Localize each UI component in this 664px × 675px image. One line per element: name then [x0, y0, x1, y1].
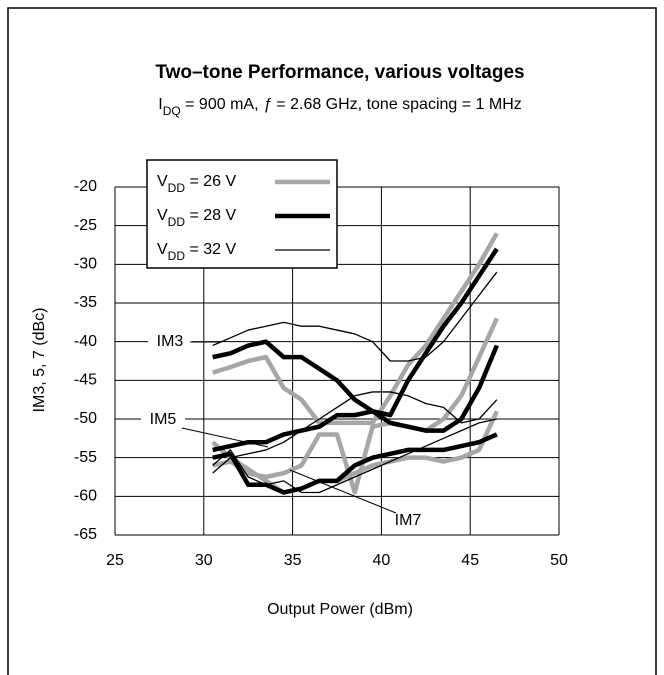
- x-tick-label: 45: [461, 552, 479, 569]
- x-tick-label: 25: [106, 552, 124, 569]
- series-line: [212, 247, 499, 418]
- x-axis-label: Output Power (dBm): [267, 601, 413, 618]
- x-tick-label: 30: [195, 552, 213, 569]
- y-tick-label: -65: [74, 526, 97, 543]
- legend-label-part: DD: [168, 249, 186, 263]
- annotation-bg: [141, 410, 185, 430]
- legend-label-part: DD: [168, 215, 186, 229]
- series-line: [211, 410, 499, 495]
- x-tick-label: 50: [550, 552, 568, 569]
- annotation-leader: [289, 469, 397, 514]
- legend-label-part: V: [157, 173, 168, 190]
- subtitle-part: I: [158, 96, 162, 113]
- y-tick-label: -45: [74, 372, 97, 389]
- chart-title: Two–tone Performance, various voltages: [155, 62, 524, 83]
- chart-subtitle: IDQ = 900 mA, ƒ = 2.68 GHz, tone spacing…: [158, 96, 522, 118]
- legend-label-part: = 32 V: [185, 241, 236, 258]
- legend-label: VDD = 32 V: [157, 241, 236, 263]
- y-tick-label: -35: [74, 294, 97, 311]
- y-tick-label: -55: [74, 449, 97, 466]
- x-tick-label: 35: [284, 552, 302, 569]
- legend-label-part: DD: [168, 181, 186, 195]
- y-tick-label: -40: [74, 333, 97, 350]
- series-line: [212, 418, 497, 494]
- annotation-bg: [148, 332, 192, 352]
- series-line: [212, 271, 498, 362]
- x-tick-label: 40: [373, 552, 391, 569]
- annotation-bg: [386, 511, 430, 531]
- y-tick-label: -50: [74, 410, 97, 427]
- annotation: IM5: [150, 411, 177, 428]
- annotation: IM3: [157, 333, 184, 350]
- series-line: [212, 232, 499, 426]
- subtitle-part: DQ: [163, 104, 181, 118]
- frame: [7, 7, 657, 675]
- series-line: [212, 391, 498, 474]
- subtitle-part: ƒ: [263, 96, 272, 113]
- y-axis-label: IM3, 5, 7 (dBc): [31, 308, 48, 413]
- annotation-leader: [181, 427, 269, 448]
- y-tick-label: -60: [74, 488, 97, 505]
- subtitle-part: = 2.68 GHz, tone spacing = 1 MHz: [272, 96, 522, 113]
- legend-label-part: V: [157, 207, 168, 224]
- legend-label: VDD = 28 V: [157, 207, 236, 229]
- y-tick-label: -25: [74, 217, 97, 234]
- series-line: [212, 432, 498, 495]
- legend-label-part: V: [157, 241, 168, 258]
- legend-label-part: = 26 V: [185, 173, 236, 190]
- subtitle-part: = 900 mA,: [181, 96, 263, 113]
- y-tick-label: -20: [74, 178, 97, 195]
- legend-label-part: = 28 V: [185, 207, 236, 224]
- legend-label: VDD = 26 V: [157, 173, 236, 195]
- series-line: [212, 344, 499, 453]
- annotation: IM7: [395, 512, 422, 529]
- y-tick-label: -30: [74, 256, 97, 273]
